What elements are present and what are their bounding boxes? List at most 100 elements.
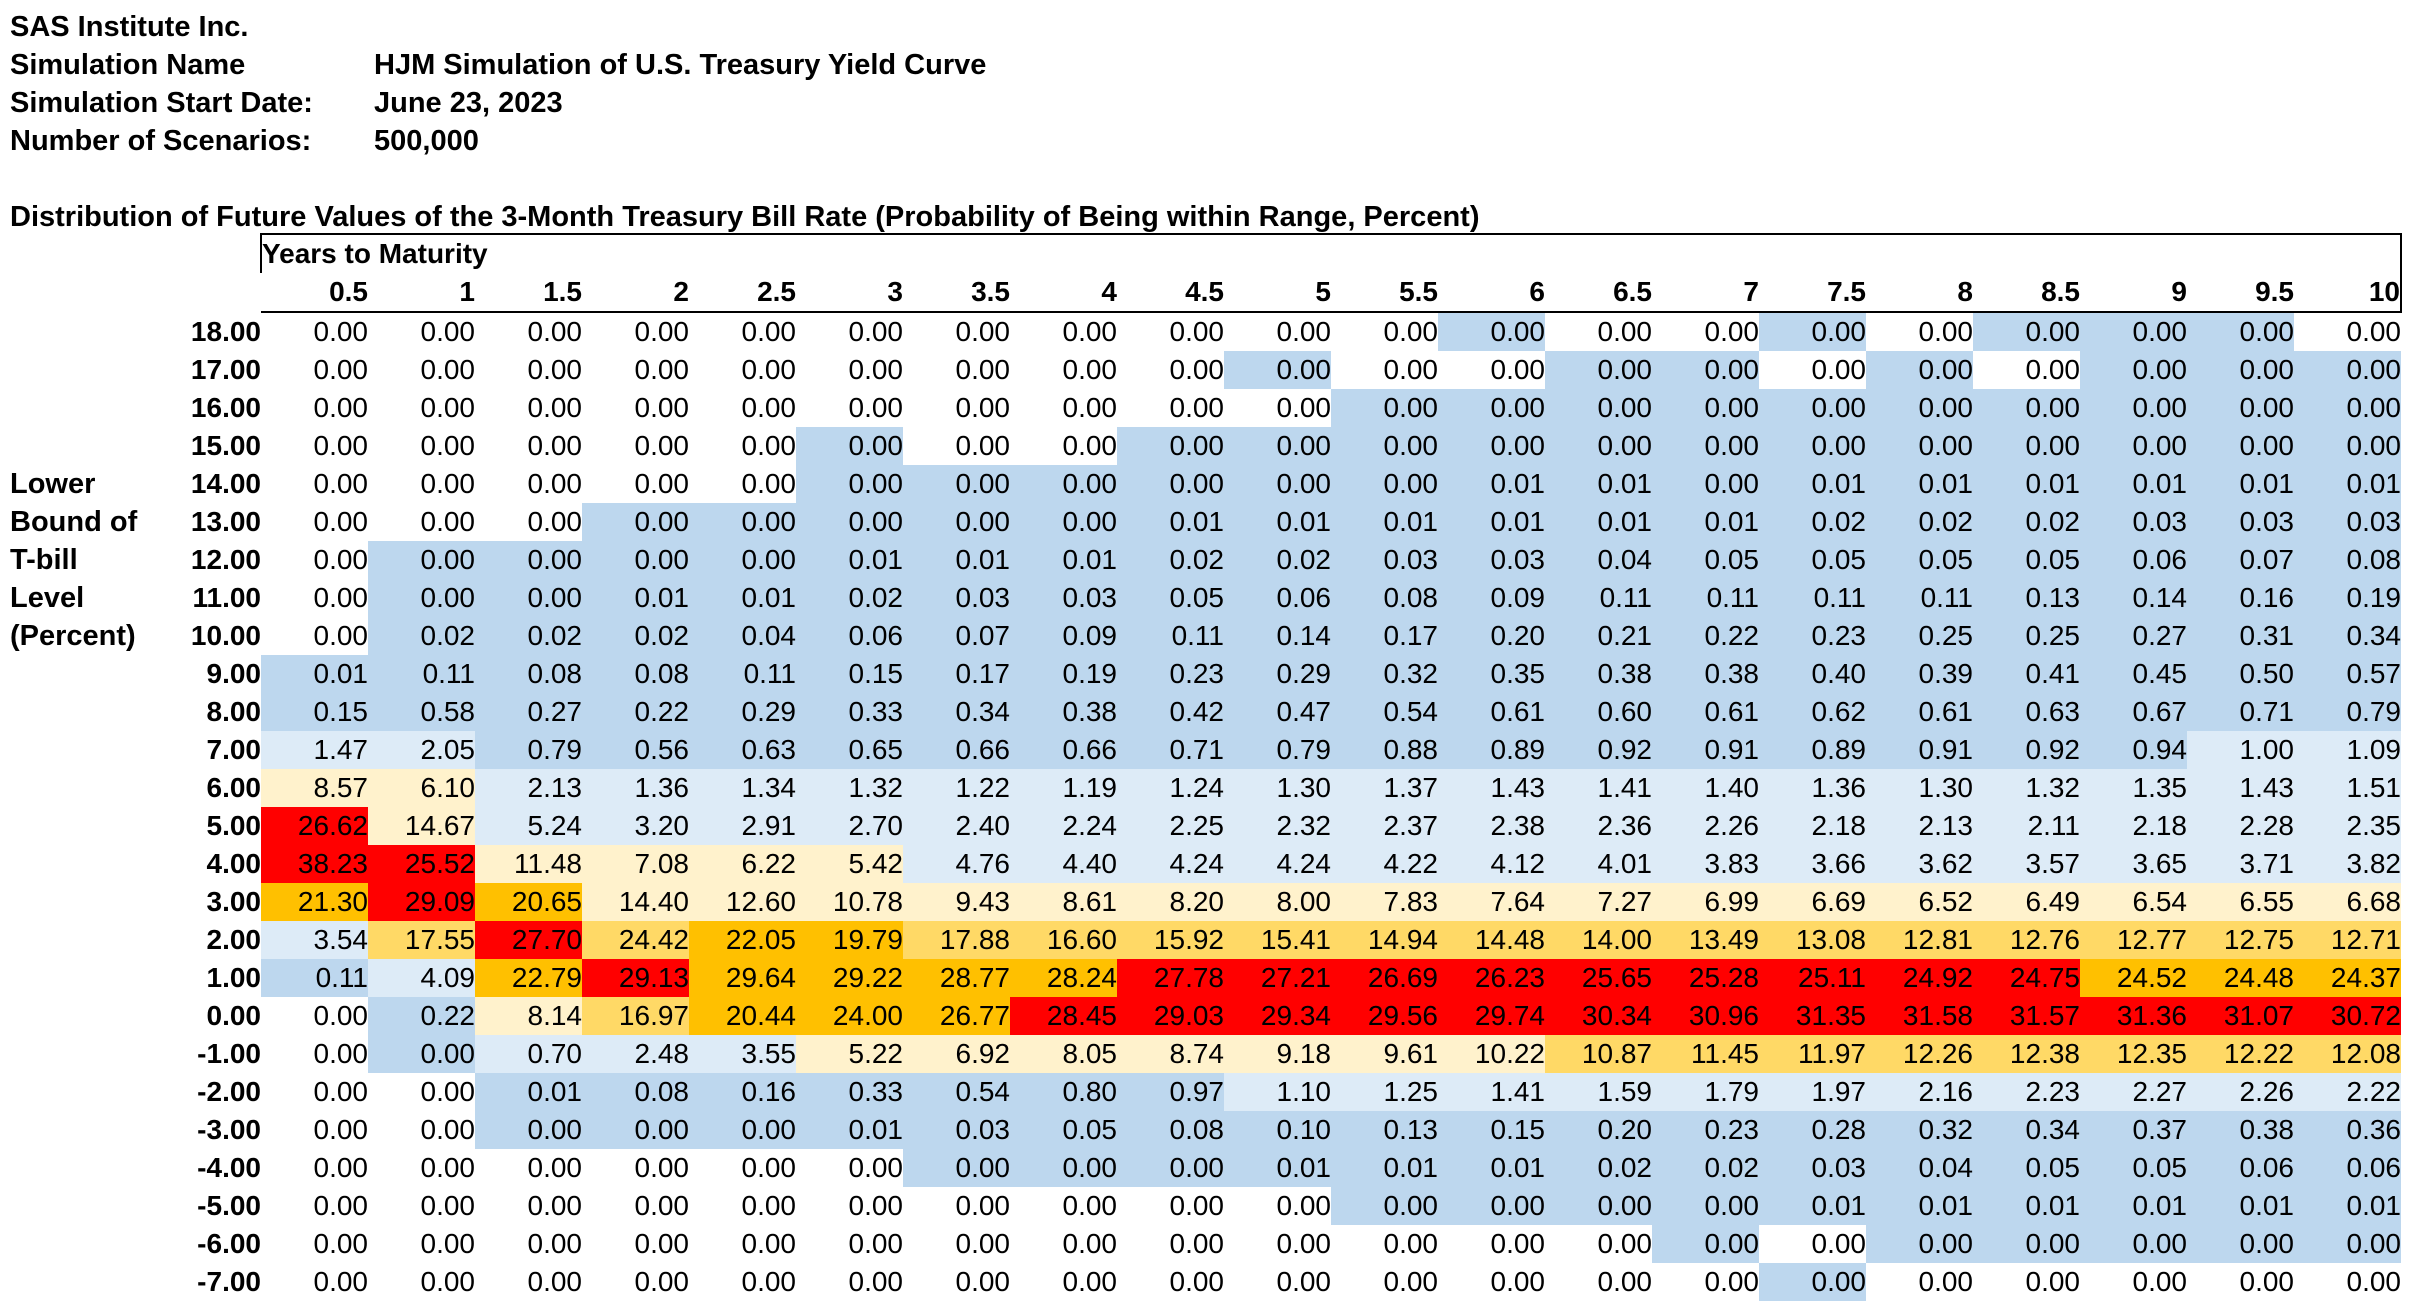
table-cell: 0.00 — [903, 389, 1010, 427]
table-cell: 14.94 — [1331, 921, 1438, 959]
table-cell: 0.00 — [368, 1187, 475, 1225]
table-cell: 0.00 — [903, 1263, 1010, 1301]
row-axis-label-line: Level — [10, 582, 85, 614]
table-cell: 0.00 — [2080, 1225, 2187, 1263]
table-cell: 0.15 — [796, 655, 903, 693]
table-cell: 0.38 — [1652, 655, 1759, 693]
table-cell: 0.02 — [1759, 503, 1866, 541]
table-cell: 0.08 — [2294, 541, 2401, 579]
table-cell: 0.00 — [475, 1263, 582, 1301]
table-cell: 0.00 — [689, 427, 796, 465]
table-cell: 0.00 — [475, 541, 582, 579]
table-cell: 14.00 — [1545, 921, 1652, 959]
table-cell: 13.49 — [1652, 921, 1759, 959]
table-cell: 10.87 — [1545, 1035, 1652, 1073]
table-cell: 0.66 — [1010, 731, 1117, 769]
table-cell: 0.25 — [1973, 617, 2080, 655]
table-cell: 0.00 — [368, 1149, 475, 1187]
row-header: -1.00 — [197, 1038, 261, 1069]
table-cell: 0.14 — [1224, 617, 1331, 655]
table-cell: 24.00 — [796, 997, 903, 1035]
column-header: 2.5 — [689, 273, 796, 313]
table-cell: 6.69 — [1759, 883, 1866, 921]
table-cell: 0.00 — [368, 389, 475, 427]
table-cell: 28.77 — [903, 959, 1010, 997]
table-cell: 0.00 — [1010, 503, 1117, 541]
table-cell: 0.00 — [261, 312, 368, 351]
table-cell: 0.00 — [796, 503, 903, 541]
table-cell: 0.54 — [1331, 693, 1438, 731]
table-cell: 0.03 — [2080, 503, 2187, 541]
table-cell: 17.88 — [903, 921, 1010, 959]
table-cell: 0.00 — [475, 389, 582, 427]
table-cell: 0.00 — [368, 1111, 475, 1149]
table-cell: 0.00 — [582, 1149, 689, 1187]
table-cell: 0.00 — [1545, 427, 1652, 465]
table-cell: 0.00 — [1652, 427, 1759, 465]
table-cell: 0.00 — [261, 579, 368, 617]
table-cell: 0.00 — [1545, 389, 1652, 427]
table-cell: 6.55 — [2187, 883, 2294, 921]
table-cell: 25.28 — [1652, 959, 1759, 997]
column-header: 1 — [368, 273, 475, 313]
column-header: 1.5 — [475, 273, 582, 313]
table-cell: 0.91 — [1652, 731, 1759, 769]
table-cell: 0.16 — [2187, 579, 2294, 617]
table-cell: 0.00 — [1866, 1263, 1973, 1301]
table-cell: 6.99 — [1652, 883, 1759, 921]
table-cell: 0.00 — [903, 465, 1010, 503]
table-cell: 0.00 — [2187, 312, 2294, 351]
table-cell: 0.00 — [1652, 1225, 1759, 1263]
table-cell: 0.01 — [1759, 1187, 1866, 1225]
table-cell: 0.63 — [689, 731, 796, 769]
table-cell: 1.32 — [1973, 769, 2080, 807]
table-cell: 12.38 — [1973, 1035, 2080, 1073]
table-cell: 0.03 — [1759, 1149, 1866, 1187]
table-cell: 31.58 — [1866, 997, 1973, 1035]
table-cell: 0.00 — [261, 1187, 368, 1225]
table-cell: 29.22 — [796, 959, 903, 997]
table-cell: 0.00 — [1224, 389, 1331, 427]
table-cell: 1.41 — [1545, 769, 1652, 807]
table-cell: 0.00 — [261, 1225, 368, 1263]
row-header: 12.00 — [190, 544, 261, 575]
table-cell: 0.97 — [1117, 1073, 1224, 1111]
table-cell: 4.76 — [903, 845, 1010, 883]
table-cell: 24.48 — [2187, 959, 2294, 997]
table-cell: 0.00 — [2294, 351, 2401, 389]
row-header: -3.00 — [197, 1114, 261, 1145]
table-cell: 12.22 — [2187, 1035, 2294, 1073]
table-cell: 0.23 — [1759, 617, 1866, 655]
table-cell: 29.34 — [1224, 997, 1331, 1035]
table-row: 11.00 0.00 0.00 0.00 0.01 0.01 0.02 0.03 0.03 0.0… — [172, 579, 2401, 617]
table-cell: 0.01 — [1117, 503, 1224, 541]
table-cell: 0.00 — [582, 351, 689, 389]
table-cell: 14.40 — [582, 883, 689, 921]
table-cell: 22.79 — [475, 959, 582, 997]
distribution-table: Years to Maturity 0.5 1 1.5 2 2.5 3 3.5 4 4.5 5 5.… — [172, 233, 2402, 1301]
table-cell: 1.09 — [2294, 731, 2401, 769]
table-cell: 0.00 — [475, 351, 582, 389]
table-cell: 1.40 — [1652, 769, 1759, 807]
table-cell: 1.79 — [1652, 1073, 1759, 1111]
table-cell: 9.61 — [1331, 1035, 1438, 1073]
table-cell: 0.38 — [1010, 693, 1117, 731]
table-cell: 2.13 — [1866, 807, 1973, 845]
table-cell: 0.00 — [689, 503, 796, 541]
table-cell: 0.00 — [689, 389, 796, 427]
table-cell: 0.00 — [689, 465, 796, 503]
table-cell: 2.16 — [1866, 1073, 1973, 1111]
table-cell: 0.05 — [1010, 1111, 1117, 1149]
table-cell: 8.74 — [1117, 1035, 1224, 1073]
table-cell: 24.92 — [1866, 959, 1973, 997]
table-cell: 0.01 — [1545, 503, 1652, 541]
table-cell: 0.00 — [1331, 1187, 1438, 1225]
table-cell: 17.55 — [368, 921, 475, 959]
table-cell: 0.20 — [1438, 617, 1545, 655]
table-cell: 0.00 — [1866, 351, 1973, 389]
table-cell: 2.26 — [1652, 807, 1759, 845]
table-cell: 1.35 — [2080, 769, 2187, 807]
row-axis-label: Lower Bound of T-bill Level (Percent) — [10, 465, 137, 655]
table-cell: 0.00 — [1331, 1263, 1438, 1301]
